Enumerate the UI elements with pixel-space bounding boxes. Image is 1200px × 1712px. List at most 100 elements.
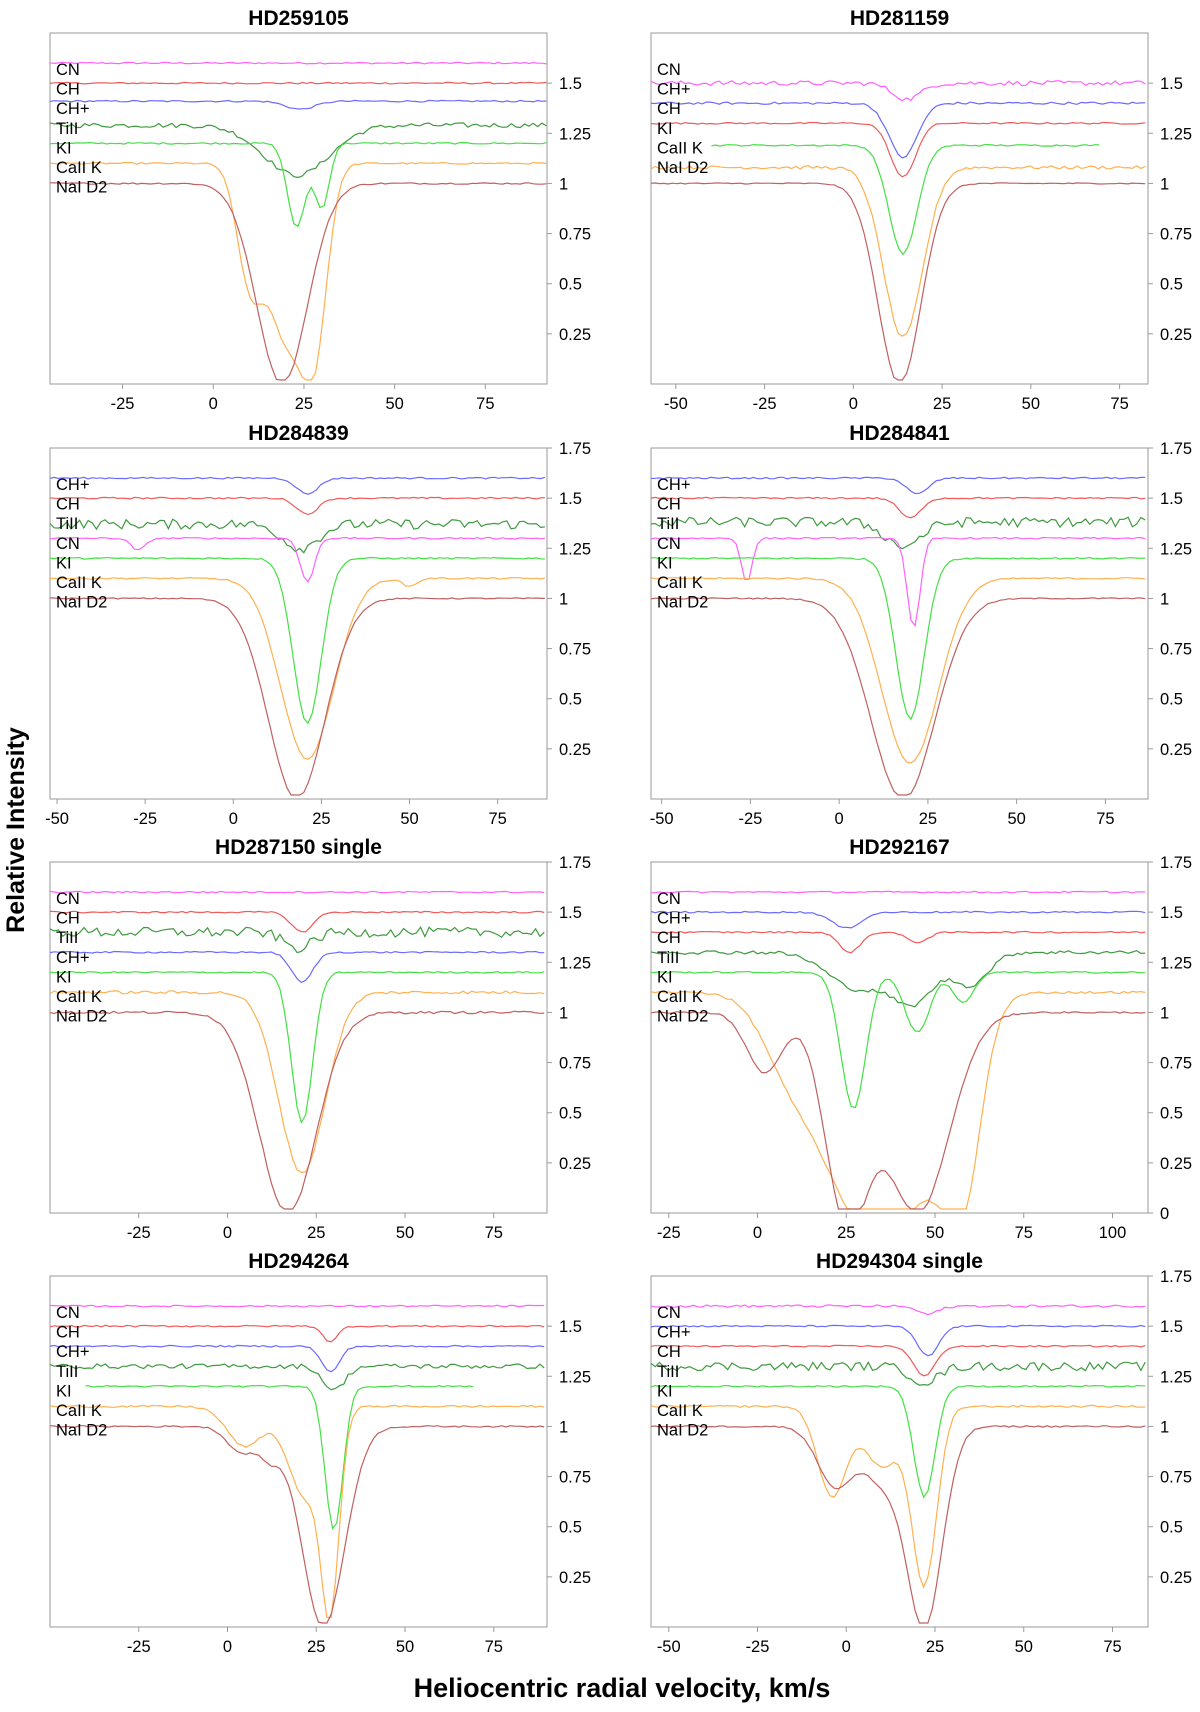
species-label-ch: CH+ bbox=[56, 1343, 89, 1361]
y-tick-label: 0.25 bbox=[1160, 1569, 1192, 1587]
y-tick-label: 0.5 bbox=[559, 691, 582, 709]
species-label-ki: KI bbox=[56, 1382, 72, 1400]
spectrum-cn bbox=[650, 890, 1146, 894]
x-tick-label: -25 bbox=[133, 810, 157, 828]
y-tick-label: 1 bbox=[559, 1418, 568, 1436]
y-tick-label: 1 bbox=[1160, 590, 1169, 608]
x-tick-label: 25 bbox=[307, 1638, 325, 1656]
x-tick-label: 50 bbox=[396, 1224, 414, 1242]
species-label-cn: CN bbox=[657, 1304, 681, 1322]
y-tick-label: 0.25 bbox=[559, 741, 591, 759]
y-tick-label: 0.25 bbox=[1160, 741, 1192, 759]
x-tick-label: 50 bbox=[1022, 395, 1040, 413]
spectrum-tiii bbox=[49, 926, 545, 954]
y-tick-label: 0.5 bbox=[1160, 1519, 1183, 1537]
species-label-tiii: TiII bbox=[56, 120, 78, 138]
species-label-nai-d2: NaI D2 bbox=[657, 1422, 708, 1440]
spectrum-ch bbox=[49, 1344, 545, 1373]
x-tick-label: 75 bbox=[1103, 1638, 1121, 1656]
panel-hd294304-single: HD294304 single -50 -25 0 25 50 75 0.25 0.5 0.75 1… bbox=[650, 1250, 1192, 1656]
x-tick-label: 25 bbox=[837, 1224, 855, 1242]
spectrum-ki bbox=[50, 970, 545, 1124]
x-tick-label: 25 bbox=[295, 395, 313, 413]
y-tick-label: 0.5 bbox=[1160, 691, 1183, 709]
panel-title: HD294264 bbox=[248, 1250, 349, 1273]
y-tick-label: 0.75 bbox=[559, 226, 591, 244]
x-tick-label: 0 bbox=[753, 1224, 762, 1242]
x-tick-label: -50 bbox=[657, 1638, 681, 1656]
spectrum-ch bbox=[49, 81, 547, 85]
y-tick-label: 0.5 bbox=[559, 1105, 582, 1123]
spectrum-ki bbox=[650, 1384, 1146, 1499]
x-tick-label: -25 bbox=[746, 1638, 770, 1656]
spectrum-ch bbox=[49, 1324, 545, 1343]
y-tick-label: 0.75 bbox=[1160, 1055, 1192, 1073]
spectrum-nai-d2 bbox=[650, 1011, 1146, 1210]
x-tick-label: -50 bbox=[664, 395, 688, 413]
species-label-ch: CH bbox=[56, 81, 80, 99]
y-tick-label: 0.5 bbox=[559, 1519, 582, 1537]
spectrum-ki bbox=[650, 556, 1146, 721]
x-tick-label: 75 bbox=[485, 1638, 503, 1656]
y-tick-label: 1.25 bbox=[559, 540, 591, 558]
x-tick-label: 75 bbox=[488, 810, 506, 828]
species-label-ki: KI bbox=[657, 554, 673, 572]
y-tick-label: 1 bbox=[1160, 175, 1169, 193]
y-tick-label: 0.75 bbox=[1160, 641, 1192, 659]
species-label-cn: CN bbox=[56, 61, 80, 79]
spectrum-tiii bbox=[650, 516, 1146, 550]
spectrum-caii-k bbox=[650, 165, 1146, 337]
x-tick-label: 50 bbox=[1007, 810, 1025, 828]
y-tick-label: 1.25 bbox=[559, 1368, 591, 1386]
x-tick-label: -25 bbox=[753, 395, 777, 413]
panel-hd294264: HD294264 -25 0 25 50 75 0.25 0.5 0.75 1 1.25 1.5 CN C… bbox=[49, 1250, 591, 1656]
spectrum-nai-d2 bbox=[49, 597, 545, 796]
x-tick-label: 50 bbox=[396, 1638, 414, 1656]
y-tick-label: 1 bbox=[559, 1004, 568, 1022]
species-label-tiii: TiII bbox=[657, 1363, 679, 1381]
species-label-ki: KI bbox=[657, 968, 673, 986]
y-tick-label: 1.25 bbox=[1160, 1368, 1192, 1386]
plot-frame bbox=[49, 1275, 548, 1628]
y-tick-label: 0.75 bbox=[559, 1055, 591, 1073]
species-label-ki: KI bbox=[56, 139, 72, 157]
x-tick-label: 25 bbox=[926, 1638, 944, 1656]
panel-hd292167: HD292167 -25 0 25 50 75 100 0 0.25 0.5 0.75 1 1.25 1.… bbox=[650, 836, 1192, 1242]
y-tick-label: 1.25 bbox=[1160, 125, 1192, 143]
spectrum-cn bbox=[49, 1304, 545, 1308]
x-tick-label: 75 bbox=[1015, 1224, 1033, 1242]
species-label-caii-k: CaII K bbox=[56, 988, 102, 1006]
species-label-ch: CH bbox=[657, 929, 681, 947]
panel-hd284839: HD284839 -50 -25 0 25 50 75 0.25 0.5 0.75 1 1.25 1.5… bbox=[45, 422, 591, 828]
spectrum-tiii bbox=[650, 949, 1146, 1008]
spectrum-ch bbox=[650, 496, 1146, 519]
y-tick-label: 1 bbox=[1160, 1418, 1169, 1436]
species-label-caii-k: CaII K bbox=[56, 1402, 102, 1420]
spectrum-caii-k bbox=[650, 576, 1146, 764]
species-label-ch: CH bbox=[657, 100, 681, 118]
y-tick-label: 0.5 bbox=[1160, 1105, 1183, 1123]
plot-frame bbox=[650, 1275, 1149, 1628]
plot-frame bbox=[650, 861, 1149, 1214]
y-tick-label: 1.75 bbox=[559, 854, 591, 872]
species-label-cn: CN bbox=[657, 535, 681, 553]
plot-frame bbox=[49, 447, 548, 800]
species-label-ch: CH bbox=[56, 910, 80, 928]
species-label-nai-d2: NaI D2 bbox=[657, 159, 708, 177]
x-tick-label: 0 bbox=[229, 810, 238, 828]
panel-title: HD294304 single bbox=[816, 1250, 983, 1273]
spectrum-cn bbox=[49, 61, 547, 65]
species-label-ch: CH+ bbox=[657, 910, 690, 928]
spectrum-nai-d2 bbox=[650, 1425, 1146, 1624]
species-label-nai-d2: NaI D2 bbox=[56, 1422, 107, 1440]
species-label-tiii: TiII bbox=[657, 515, 679, 533]
plot-frame bbox=[650, 447, 1149, 800]
x-tick-label: 0 bbox=[223, 1224, 232, 1242]
y-tick-label: 0 bbox=[1160, 1205, 1169, 1223]
species-label-tiii: TiII bbox=[56, 515, 78, 533]
species-label-nai-d2: NaI D2 bbox=[657, 1008, 708, 1026]
x-axis-label: Heliocentric radial velocity, km/s bbox=[414, 1673, 831, 1703]
x-tick-label: 25 bbox=[307, 1224, 325, 1242]
y-axis-label: Relative Intensity bbox=[2, 727, 30, 933]
species-label-caii-k: CaII K bbox=[56, 574, 102, 592]
